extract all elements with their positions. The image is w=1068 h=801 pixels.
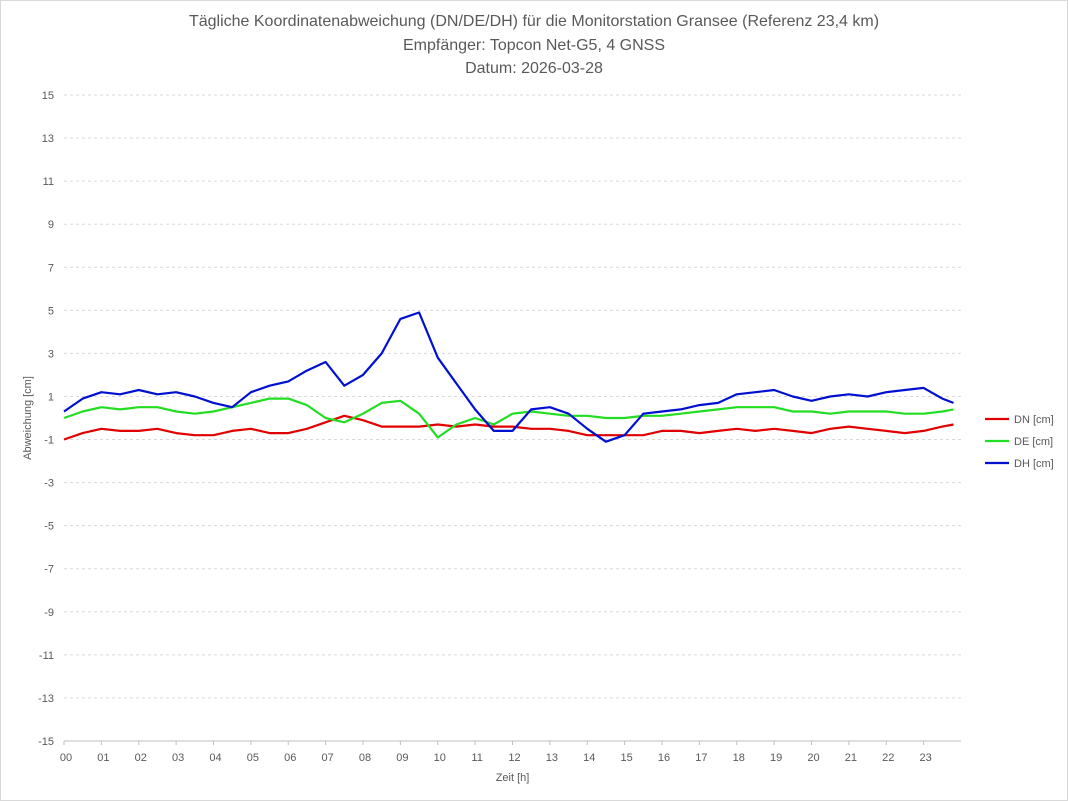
y-tick-label: -15 — [38, 736, 54, 748]
y-tick-label: -3 — [44, 478, 54, 490]
y-tick-label: -1 — [44, 435, 54, 447]
x-tick-label: 12 — [508, 752, 520, 764]
legend-label: DH [cm] — [1014, 458, 1054, 470]
y-tick-label: 7 — [48, 262, 54, 274]
x-tick-label: 01 — [97, 752, 109, 764]
x-tick-label: 18 — [733, 752, 745, 764]
y-tick-label: 11 — [43, 176, 54, 188]
x-tick-label: 20 — [807, 752, 819, 764]
y-tick-label: -13 — [38, 693, 54, 705]
x-tick-label: 14 — [583, 752, 595, 764]
x-tick-label: 06 — [284, 752, 296, 764]
y-tick-label: 5 — [48, 305, 54, 317]
x-tick-label: 10 — [434, 752, 446, 764]
x-tick-label: 16 — [658, 752, 670, 764]
x-tick-label: 11 — [471, 752, 482, 764]
chart-subtitle-receiver: Empfänger: Topcon Net-G5, 4 GNSS — [402, 37, 666, 54]
x-tick-label: 00 — [60, 752, 72, 764]
chart-title: Tägliche Koordinatenabweichung (DN/DE/DH… — [188, 13, 880, 30]
x-tick-label: 23 — [920, 752, 932, 764]
y-tick-label: 3 — [48, 348, 54, 360]
series-line-dn — [63, 414, 954, 441]
x-tick-label: 08 — [359, 752, 371, 764]
y-tick-label: 9 — [48, 219, 54, 231]
x-tick-label: 13 — [546, 752, 558, 764]
y-tick-label: 13 — [42, 133, 54, 145]
y-tick-label: 1 — [48, 391, 54, 403]
x-tick-label: 03 — [172, 752, 184, 764]
y-tick-label: 15 — [42, 90, 54, 102]
chart-subtitle-date: Datum: 2026-03-28 — [465, 60, 603, 77]
x-tick-label: 15 — [621, 752, 633, 764]
y-tick-label: -7 — [44, 564, 54, 576]
legend-label: DE [cm] — [1014, 436, 1053, 448]
x-tick-label: 22 — [882, 752, 894, 764]
x-tick-label: 19 — [770, 752, 782, 764]
y-tick-label: -5 — [44, 521, 54, 533]
x-tick-label: 17 — [695, 752, 707, 764]
y-axis-title: Abweichung [cm] — [22, 376, 34, 460]
y-tick-label: -11 — [39, 650, 54, 662]
series-line-dh — [63, 311, 954, 443]
x-tick-label: 09 — [396, 752, 408, 764]
x-tick-label: 04 — [209, 752, 221, 764]
x-tick-label: 02 — [135, 752, 147, 764]
legend-label: DN [cm] — [1014, 414, 1054, 426]
x-tick-label: 21 — [845, 752, 857, 764]
x-tick-label: 05 — [247, 752, 259, 764]
x-axis-title: Zeit [h] — [496, 772, 530, 784]
x-tick-label: 07 — [322, 752, 334, 764]
series-line-de — [63, 397, 954, 439]
y-tick-label: -9 — [44, 607, 54, 619]
